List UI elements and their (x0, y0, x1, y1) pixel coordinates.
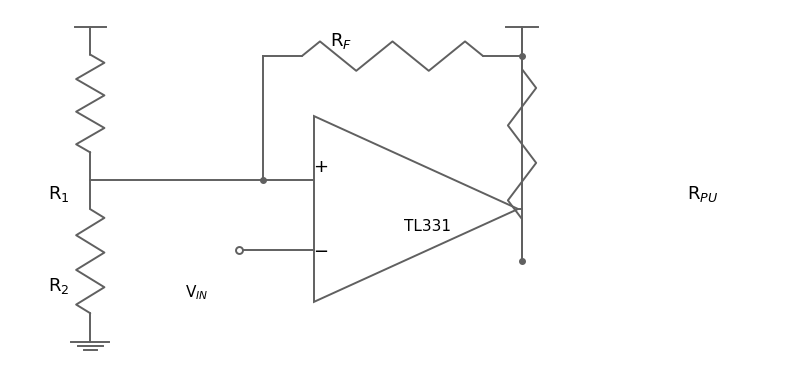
Text: R$_2$: R$_2$ (48, 276, 70, 296)
Text: −: − (312, 243, 328, 261)
Text: R$_1$: R$_1$ (48, 183, 70, 204)
Text: V$_{IN}$: V$_{IN}$ (184, 283, 208, 301)
Text: TL331: TL331 (404, 219, 451, 234)
Text: R$_{PU}$: R$_{PU}$ (687, 183, 718, 204)
Text: R$_F$: R$_F$ (330, 31, 352, 51)
Polygon shape (314, 116, 518, 302)
Text: +: + (312, 158, 328, 176)
